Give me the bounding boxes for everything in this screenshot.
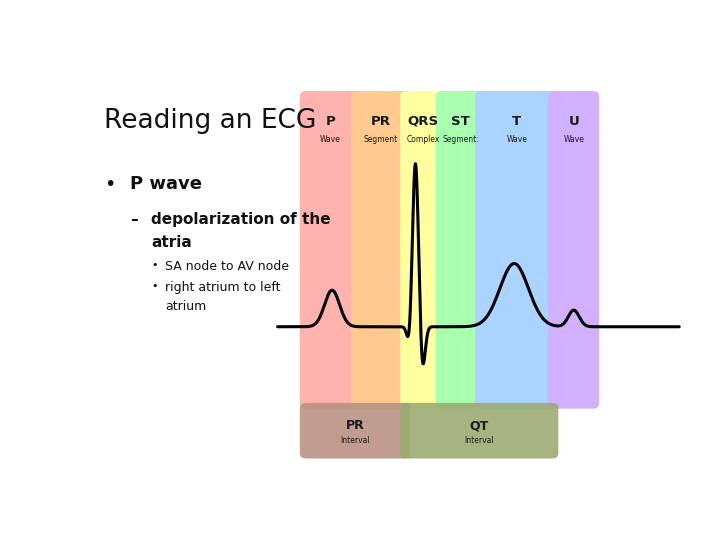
Text: Reading an ECG: Reading an ECG [104, 109, 316, 134]
Text: Segment: Segment [364, 136, 397, 145]
Text: QT: QT [469, 420, 489, 433]
FancyBboxPatch shape [436, 91, 485, 409]
FancyBboxPatch shape [400, 91, 446, 409]
FancyBboxPatch shape [300, 91, 361, 409]
Text: PR: PR [346, 420, 364, 433]
Text: ST: ST [451, 114, 470, 127]
Text: SA node to AV node: SA node to AV node [166, 260, 289, 273]
Text: P: P [325, 114, 336, 127]
Text: Wave: Wave [320, 136, 341, 145]
Text: Wave: Wave [506, 136, 527, 145]
Text: •: • [104, 175, 115, 194]
Text: P wave: P wave [130, 175, 202, 193]
FancyBboxPatch shape [300, 403, 410, 458]
Text: Interval: Interval [464, 436, 494, 445]
FancyBboxPatch shape [549, 91, 599, 409]
Text: depolarization of the: depolarization of the [151, 212, 331, 227]
Text: atrium: atrium [166, 300, 207, 313]
FancyBboxPatch shape [475, 91, 558, 409]
FancyBboxPatch shape [351, 91, 410, 409]
Text: PR: PR [371, 114, 390, 127]
Text: –: – [130, 212, 138, 227]
Text: Interval: Interval [341, 436, 370, 445]
Text: T: T [512, 114, 521, 127]
Text: •: • [151, 260, 158, 270]
Text: •: • [151, 281, 158, 291]
Text: Wave: Wave [563, 136, 584, 145]
FancyBboxPatch shape [400, 403, 558, 458]
Text: Segment:: Segment: [442, 136, 479, 145]
Text: QRS: QRS [408, 114, 438, 127]
Text: U: U [568, 114, 579, 127]
Text: atria: atria [151, 235, 192, 250]
Text: Complex: Complex [406, 136, 440, 145]
Text: right atrium to left: right atrium to left [166, 281, 281, 294]
